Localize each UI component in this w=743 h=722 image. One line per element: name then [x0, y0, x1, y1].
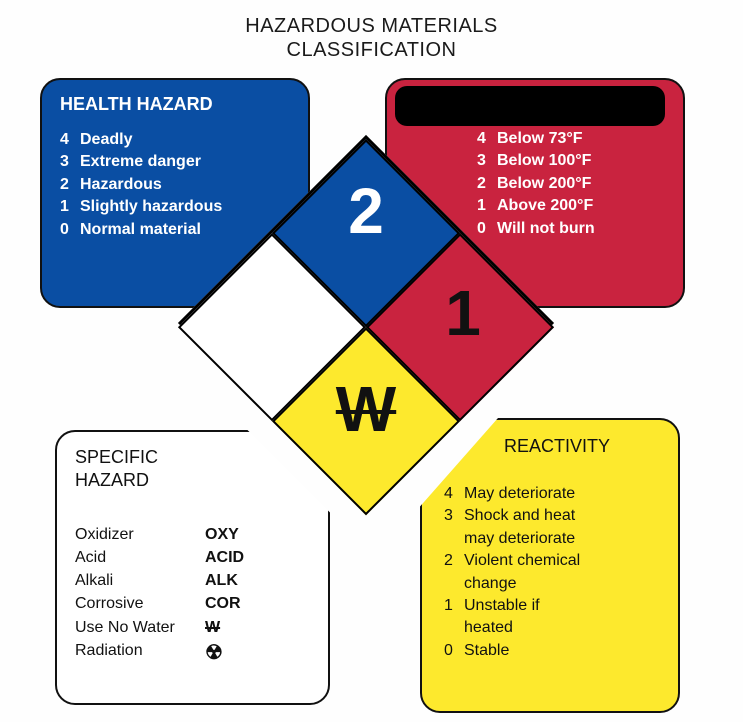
radiation-icon: ☢	[205, 639, 223, 668]
reactivity-sub: heated	[444, 617, 660, 639]
diamond-health-value: 3	[220, 281, 320, 345]
health-title: HEALTH HAZARD	[60, 94, 290, 115]
fire-redacted-bar	[395, 86, 665, 126]
title-line-1: HAZARDOUS MATERIALS	[245, 15, 498, 37]
reactivity-sub: may deteriorate	[444, 528, 660, 550]
nfpa-diamond: 2 3 1 W	[176, 133, 556, 513]
specific-row: AcidACID	[75, 546, 310, 569]
specific-row: Radiation☢	[75, 639, 310, 668]
reactivity-item: 2Violent chemical	[444, 550, 660, 572]
specific-row: Use No WaterW	[75, 616, 310, 639]
reactivity-item: 0Stable	[444, 640, 660, 662]
specific-row: CorrosiveCOR	[75, 592, 310, 615]
specific-row: OxidizerOXY	[75, 523, 310, 546]
diamond-fire-value: 2	[316, 179, 416, 243]
diamond-reactivity-value: 1	[413, 281, 513, 345]
diamond-special-value: W	[316, 377, 416, 441]
reactivity-item: 1Unstable if	[444, 595, 660, 617]
title-line-2: CLASSIFICATION	[287, 39, 457, 61]
reactivity-sub: change	[444, 573, 660, 595]
main-title: HAZARDOUS MATERIALS CLASSIFICATION	[0, 0, 743, 62]
specific-row: AlkaliALK	[75, 569, 310, 592]
